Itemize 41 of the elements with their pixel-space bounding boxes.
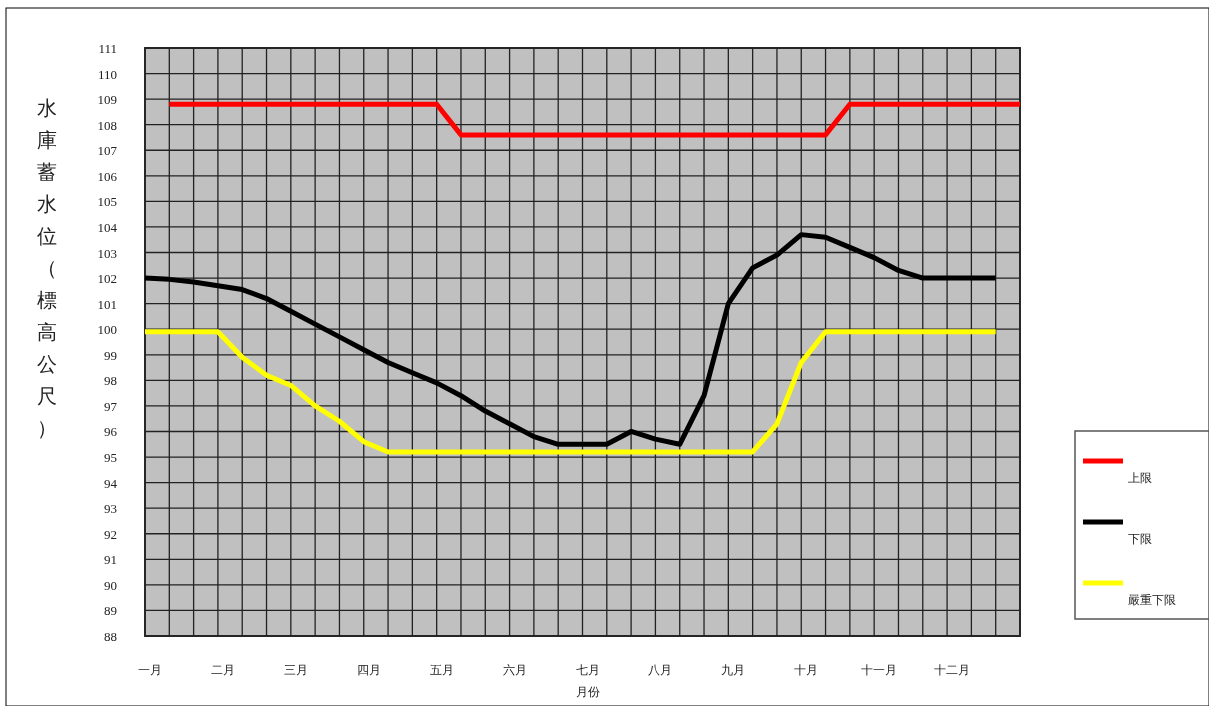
text: 嚴重下限 [1128,593,1176,607]
y-tick-label: 109 [97,92,117,108]
y-tick-label: 92 [104,526,117,542]
y-tick-label: 110 [97,66,117,82]
x-tick-label: 四月 [356,663,381,677]
y-tick-label: 96 [104,424,118,440]
y-tick-label: 111 [98,41,117,56]
x-tick-label: 十月 [794,663,819,677]
x-tick-label: 九月 [721,663,746,677]
text: 上限 [1128,471,1152,485]
y-tick-label: 95 [104,450,117,466]
y-tick-label: 104 [97,219,118,235]
x-tick-label: 六月 [502,663,527,677]
x-tick-label: 七月 [575,663,600,677]
y-tick-label: 89 [104,603,117,619]
x-tick-label: 五月 [429,663,454,677]
y-tick-label: 106 [97,168,118,184]
y-tick-label: 94 [104,475,118,491]
x-tick-label: 十一月 [861,663,898,677]
y-tick-label: 97 [104,398,118,414]
x-tick-label: 一月 [138,663,162,677]
y-tick-label: 88 [104,629,117,644]
text: 下限 [1128,532,1152,546]
y-tick-label: 105 [97,194,117,210]
y-tick-label: 99 [104,347,117,363]
y-tick-label: 90 [104,577,117,593]
y-tick-label: 100 [97,322,117,338]
y-tick-label: 91 [104,552,117,568]
y-tick-label: 101 [97,296,117,312]
x-axis-title: 月份 [575,685,600,699]
x-tick-label: 二月 [210,663,235,677]
y-tick-label: 103 [97,245,117,261]
x-tick-label: 八月 [648,663,673,677]
y-tick-label: 98 [104,373,117,389]
y-tick-label: 93 [104,501,117,517]
y-tick-label: 107 [97,143,118,159]
x-tick-label: 十二月 [934,663,971,677]
text: 水庫蓄水位（標高公尺） [37,97,57,439]
x-tick-label: 三月 [283,663,308,677]
y-tick-label: 108 [97,117,117,133]
y-tick-label: 102 [97,271,117,287]
